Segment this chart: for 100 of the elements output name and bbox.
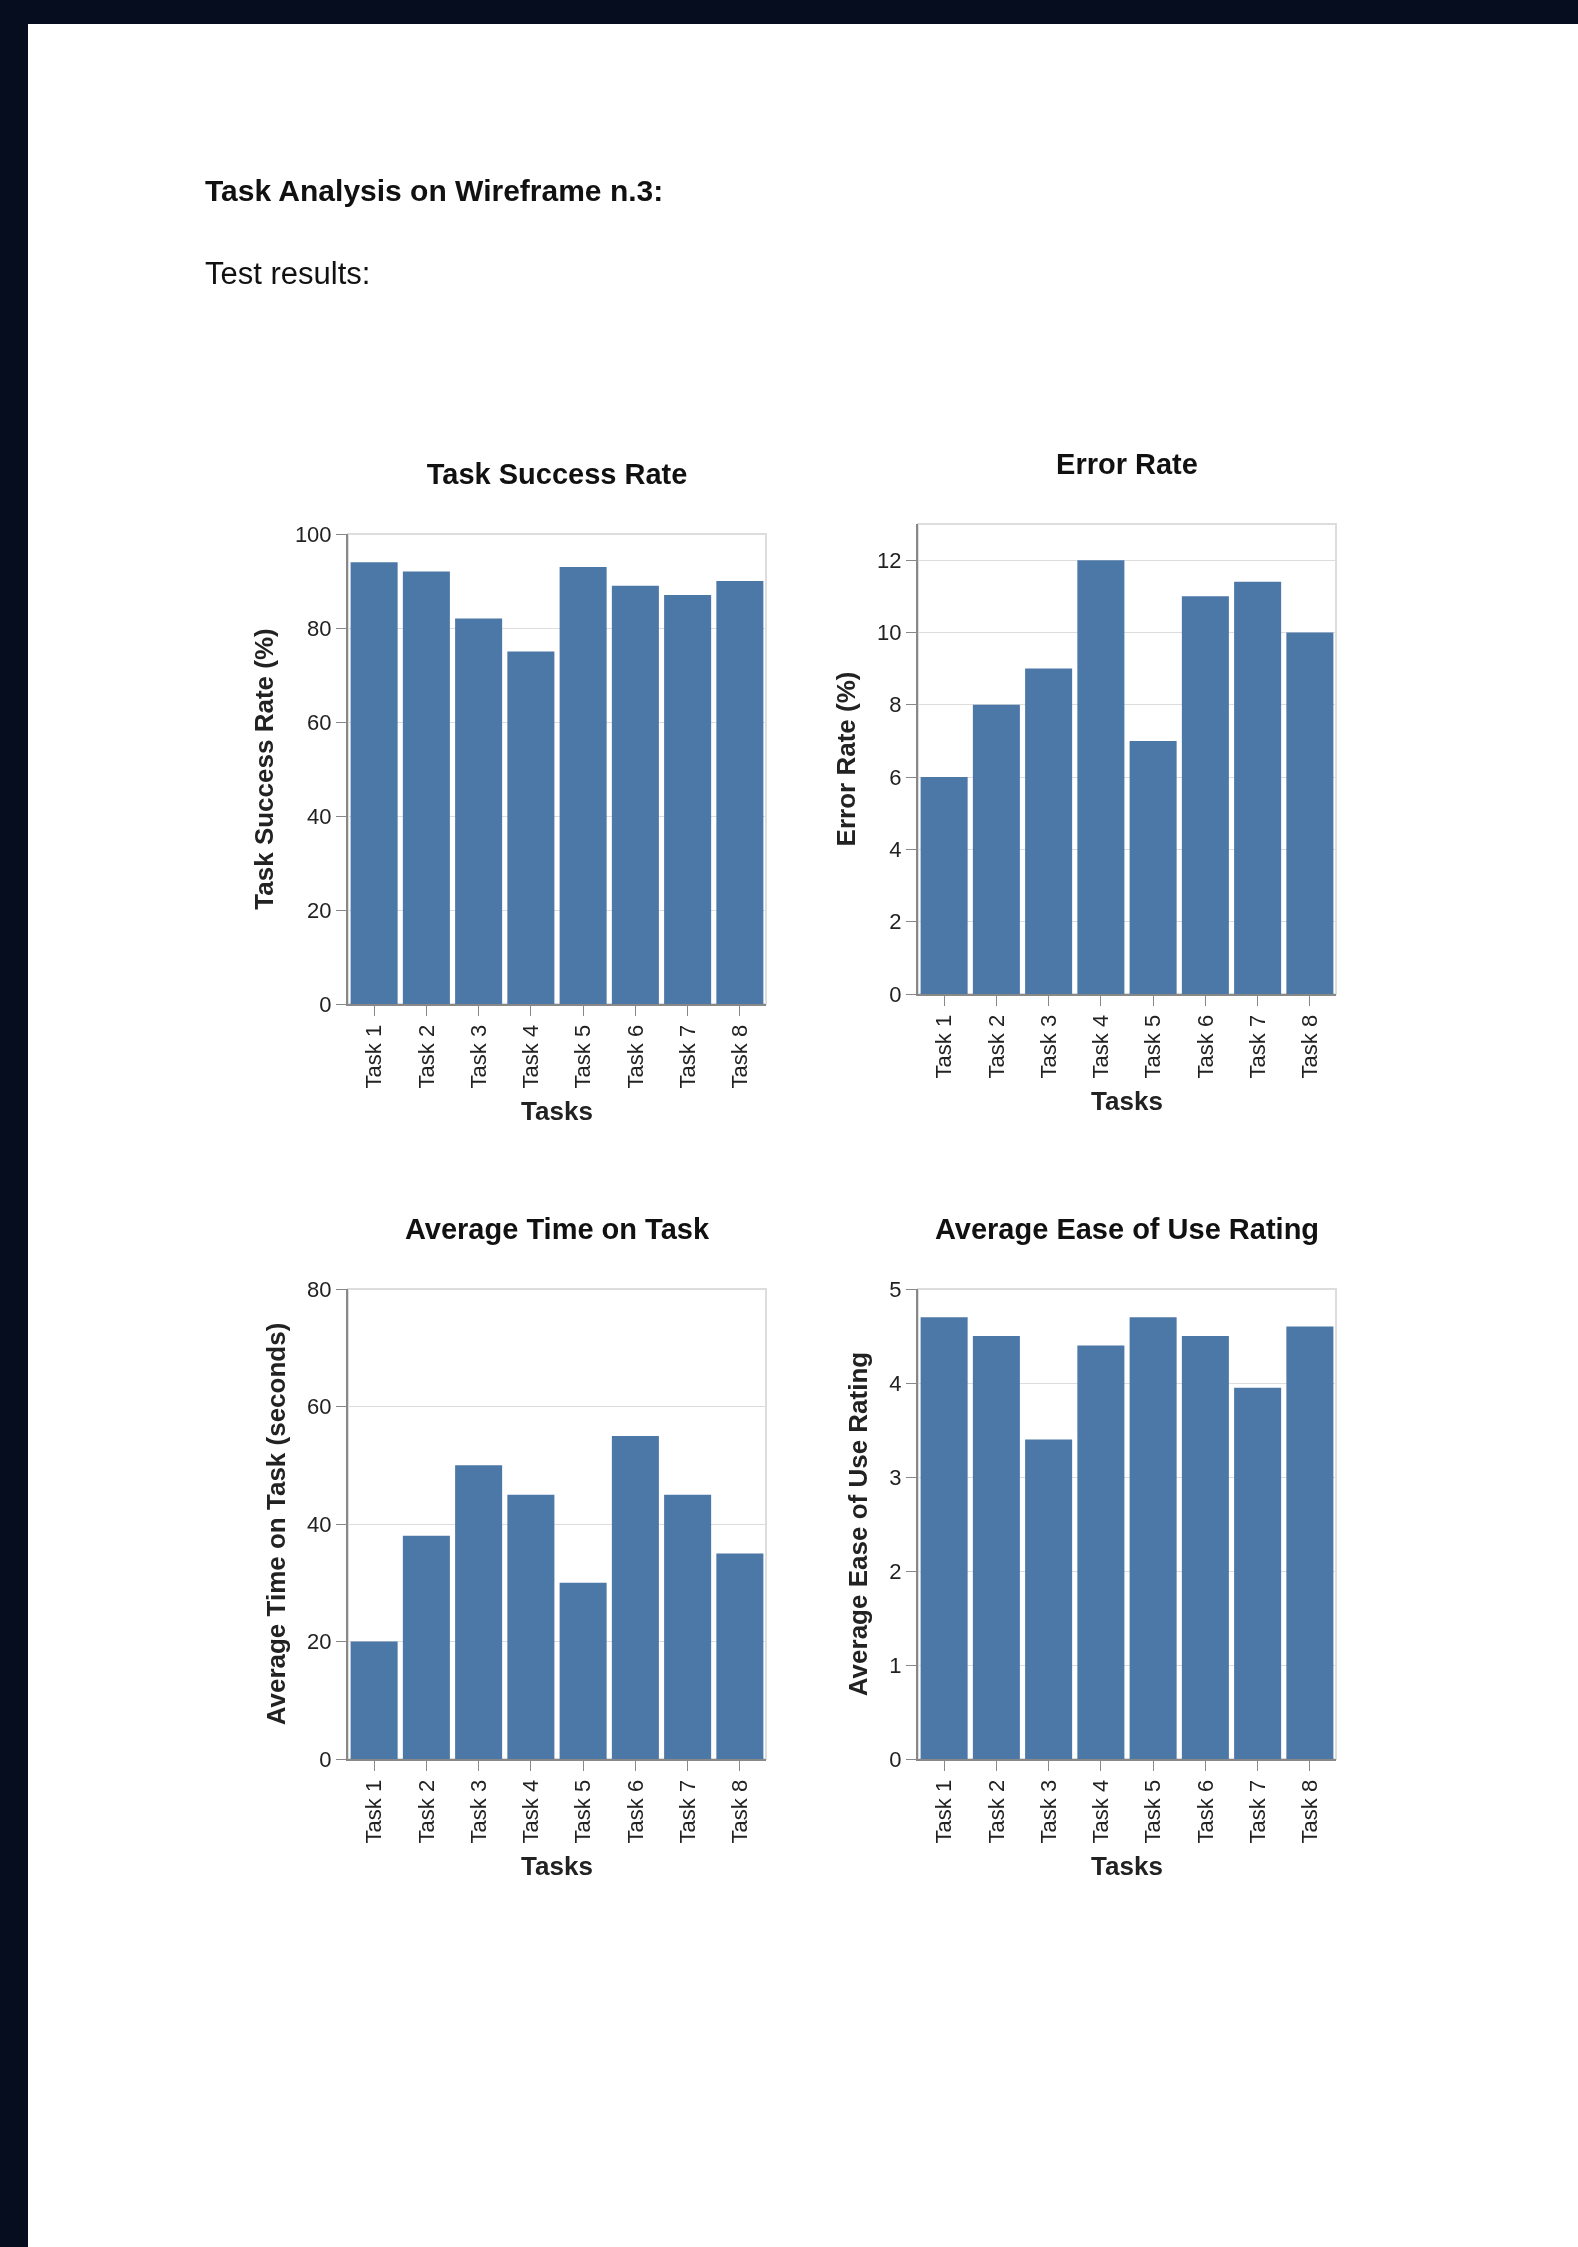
bar <box>1077 1345 1125 1759</box>
bar <box>507 651 555 1004</box>
x-tick-label: Task 6 <box>1192 1014 1218 1079</box>
y-axis-title: Average Time on Task (seconds) <box>261 1322 292 1726</box>
x-axis-title: Tasks <box>521 1850 593 1881</box>
chart-title: Task Success Rate <box>426 458 688 491</box>
y-tick-label: 60 <box>307 709 332 735</box>
y-tick-label: 0 <box>319 1746 332 1772</box>
x-tick-label: Task 3 <box>465 1779 491 1844</box>
y-tick-label: 0 <box>889 981 902 1007</box>
bar <box>1234 581 1282 994</box>
y-tick-label: 80 <box>307 615 332 641</box>
bar <box>716 581 764 1004</box>
y-axis-title: Average Ease of Use Rating <box>843 1351 874 1697</box>
x-tick-label: Task 4 <box>518 1024 544 1089</box>
y-tick-label: 5 <box>889 1276 902 1302</box>
y-tick-label: 10 <box>877 620 902 646</box>
x-tick-label: Task 1 <box>361 1779 387 1844</box>
bar <box>1286 1326 1334 1759</box>
bar <box>920 1317 968 1759</box>
x-tick-label: Task 5 <box>570 1024 596 1089</box>
bar <box>559 1582 607 1759</box>
bar <box>920 777 968 994</box>
bar <box>402 571 450 1004</box>
y-axis-title: Error Rate (%) <box>831 671 862 847</box>
y-tick-label: 2 <box>889 1558 902 1584</box>
y-tick-label: 8 <box>889 692 902 718</box>
x-tick-label: Task 2 <box>983 1014 1009 1079</box>
bar <box>611 1435 659 1759</box>
x-tick-label: Task 6 <box>622 1779 648 1844</box>
y-tick-label: 0 <box>889 1746 902 1772</box>
bar <box>1234 1387 1282 1759</box>
bar <box>1181 596 1229 994</box>
bar <box>972 1336 1020 1759</box>
bar <box>559 566 607 1004</box>
y-tick-label: 6 <box>889 764 902 790</box>
x-tick-label: Task 6 <box>622 1024 648 1089</box>
x-axis-title: Tasks <box>1091 1850 1163 1881</box>
y-axis-title: Task Success Rate (%) <box>248 628 279 910</box>
x-tick-label: Task 1 <box>361 1024 387 1089</box>
bar <box>1181 1336 1229 1759</box>
x-tick-label: Task 8 <box>727 1779 753 1844</box>
bar <box>1286 632 1334 994</box>
bar <box>611 585 659 1004</box>
x-axis-title: Tasks <box>1091 1085 1163 1116</box>
y-tick-label: 20 <box>307 1629 332 1655</box>
x-axis-title: Tasks <box>521 1095 593 1126</box>
bar <box>972 704 1020 994</box>
x-tick-label: Task 6 <box>1192 1779 1218 1844</box>
chart-title: Average Time on Task <box>404 1213 710 1246</box>
bar <box>455 1465 503 1759</box>
x-tick-label: Task 3 <box>1035 1014 1061 1079</box>
y-tick-label: 60 <box>307 1394 332 1420</box>
bar <box>455 618 503 1004</box>
y-tick-label: 2 <box>889 909 902 935</box>
x-tick-label: Task 5 <box>570 1779 596 1844</box>
x-tick-label: Task 3 <box>465 1024 491 1089</box>
bar <box>350 1641 398 1759</box>
y-tick-label: 40 <box>307 803 332 829</box>
bar <box>1129 1317 1177 1759</box>
bar <box>350 562 398 1004</box>
y-tick-label: 4 <box>889 1370 902 1396</box>
chart-title: Average Ease of Use Rating <box>934 1213 1320 1246</box>
x-tick-label: Task 2 <box>413 1024 439 1089</box>
x-tick-label: Task 2 <box>413 1779 439 1844</box>
y-tick-label: 3 <box>889 1464 902 1490</box>
bar <box>1025 1439 1073 1759</box>
y-tick-label: 40 <box>307 1511 332 1537</box>
y-tick-label: 20 <box>307 897 332 923</box>
chart-title: Error Rate <box>1056 448 1198 481</box>
x-tick-label: Task 4 <box>1088 1014 1114 1079</box>
text: Task Analysis on Wireframe n.3: <box>205 174 664 208</box>
text: Test results: <box>205 256 372 292</box>
y-tick-label: 4 <box>889 837 902 863</box>
bar <box>507 1494 555 1759</box>
bar <box>1077 560 1125 994</box>
bar <box>1129 740 1177 994</box>
x-tick-label: Task 7 <box>674 1779 700 1844</box>
x-tick-label: Task 1 <box>931 1779 957 1844</box>
bar <box>402 1535 450 1759</box>
bar <box>1025 668 1073 994</box>
y-tick-label: 1 <box>889 1652 902 1678</box>
x-tick-label: Task 5 <box>1140 1779 1166 1844</box>
y-tick-label: 80 <box>307 1276 332 1302</box>
bar <box>664 1494 712 1759</box>
x-tick-label: Task 7 <box>1244 1014 1270 1079</box>
x-tick-label: Task 7 <box>674 1024 700 1089</box>
x-tick-label: Task 8 <box>1297 1014 1323 1079</box>
x-tick-label: Task 5 <box>1140 1014 1166 1079</box>
x-tick-label: Task 2 <box>983 1779 1009 1844</box>
y-tick-label: 100 <box>294 521 332 547</box>
y-tick-label: 12 <box>877 547 902 573</box>
x-tick-label: Task 1 <box>931 1014 957 1079</box>
x-tick-label: Task 4 <box>1088 1779 1114 1844</box>
x-tick-label: Task 8 <box>727 1024 753 1089</box>
x-tick-label: Task 4 <box>518 1779 544 1844</box>
bar <box>716 1553 764 1759</box>
bar <box>664 595 712 1004</box>
x-tick-label: Task 3 <box>1035 1779 1061 1844</box>
y-tick-label: 0 <box>319 991 332 1017</box>
